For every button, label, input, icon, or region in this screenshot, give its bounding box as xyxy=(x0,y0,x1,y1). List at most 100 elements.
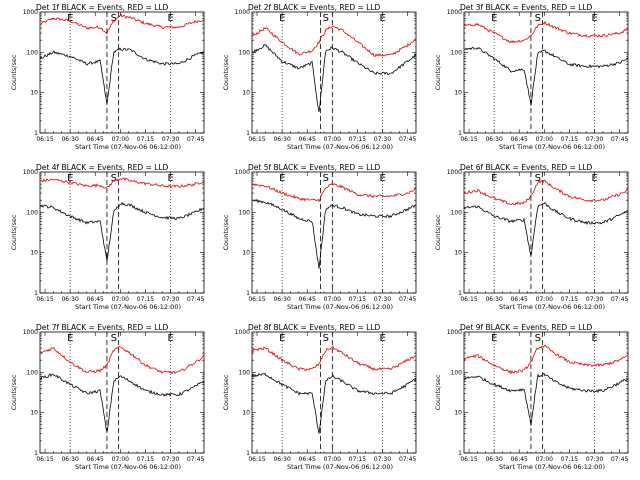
x-tick-label: 07:15 xyxy=(561,136,578,143)
lld-series-line xyxy=(251,183,417,203)
y-axis-label: Counts/sec xyxy=(434,214,442,250)
events-series-line xyxy=(251,44,417,113)
x-tick-label: 07:00 xyxy=(536,456,553,463)
x-tick-label: 06:30 xyxy=(273,296,290,303)
x-tick-label: 07:45 xyxy=(399,136,416,143)
x-tick-label: 06:15 xyxy=(248,456,265,463)
y-tick-label: 100 xyxy=(27,49,39,56)
saa-marker-label: S xyxy=(535,13,541,24)
x-tick-label: 06:15 xyxy=(36,136,53,143)
y-tick-label: 100 xyxy=(27,369,39,376)
x-tick-label: 06:30 xyxy=(485,136,502,143)
y-tick-label: 1000 xyxy=(447,9,462,16)
plot-frame xyxy=(251,11,417,134)
panel-title: Det 1f BLACK = Events, RED = LLD xyxy=(36,3,169,12)
y-axis-label: Counts/sec xyxy=(434,374,442,410)
x-tick-label: 07:15 xyxy=(349,296,366,303)
x-tick-label: 06:45 xyxy=(87,136,104,143)
events-series-line xyxy=(251,198,417,269)
x-tick-label: 07:30 xyxy=(374,296,391,303)
plot-frame xyxy=(463,331,629,454)
x-tick-label: 07:00 xyxy=(112,136,129,143)
lld-series-line xyxy=(463,20,629,44)
saa-marker-label: S xyxy=(323,173,329,184)
y-axis-label: Counts/sec xyxy=(222,374,230,410)
y-tick-label: 1000 xyxy=(23,169,38,176)
x-tick-label: 06:30 xyxy=(485,456,502,463)
x-axis-label: Start Time (07-Nov-06 06:12:00) xyxy=(499,463,605,471)
x-tick-label: 07:15 xyxy=(137,296,154,303)
panel-det-7: Det 7f BLACK = Events, RED = LLD 1 10 100 10… xyxy=(10,323,204,471)
x-tick-label: 06:45 xyxy=(87,456,104,463)
y-tick-label: 1 xyxy=(246,130,250,137)
events-series-line xyxy=(463,202,629,257)
eclipse-marker-label: E xyxy=(67,13,73,24)
panel-det-1: Det 1f BLACK = Events, RED = LLD 1 10 100 10… xyxy=(10,3,204,151)
y-tick-label: 1000 xyxy=(23,329,38,336)
saa-marker-label: S xyxy=(323,333,329,344)
panel-title: Det 7f BLACK = Events, RED = LLD xyxy=(36,323,169,332)
panel-title: Det 3f BLACK = Events, RED = LLD xyxy=(460,3,593,12)
y-tick-label: 1 xyxy=(34,130,38,137)
saa-marker-label: S xyxy=(535,173,541,184)
x-tick-label: 07:00 xyxy=(112,456,129,463)
panel-title: Det 5f BLACK = Events, RED = LLD xyxy=(248,163,381,172)
panel-title: Det 6f BLACK = Events, RED = LLD xyxy=(460,163,593,172)
x-tick-label: 07:30 xyxy=(586,136,603,143)
x-axis-label: Start Time (07-Nov-06 06:12:00) xyxy=(75,303,181,311)
lld-series-line xyxy=(463,344,629,375)
x-axis-label: Start Time (07-Nov-06 06:12:00) xyxy=(287,303,393,311)
x-tick-label: 06:45 xyxy=(299,296,316,303)
x-tick-label: 07:15 xyxy=(137,136,154,143)
y-axis-label: Counts/sec xyxy=(222,214,230,250)
y-tick-label: 1 xyxy=(246,450,250,457)
eclipse-marker-label: E xyxy=(592,173,598,184)
x-tick-label: 07:30 xyxy=(586,296,603,303)
plot-frame xyxy=(39,171,205,294)
eclipse-marker-label: E xyxy=(592,13,598,24)
x-tick-label: 06:15 xyxy=(248,136,265,143)
saa-marker-label: S xyxy=(111,13,117,24)
x-tick-label: 07:45 xyxy=(187,456,204,463)
y-tick-label: 100 xyxy=(239,209,251,216)
lld-series-line xyxy=(463,179,629,206)
x-tick-label: 06:15 xyxy=(460,456,477,463)
eclipse-marker-label: E xyxy=(279,13,285,24)
events-series-line xyxy=(39,201,205,261)
x-tick-label: 06:30 xyxy=(61,456,78,463)
x-tick-label: 06:15 xyxy=(460,296,477,303)
y-tick-label: 10 xyxy=(454,410,462,417)
lld-series-line xyxy=(39,345,205,375)
x-tick-label: 06:30 xyxy=(273,136,290,143)
saa-marker-label: S xyxy=(111,333,117,344)
x-tick-label: 07:15 xyxy=(137,456,154,463)
y-tick-label: 1000 xyxy=(235,9,250,16)
y-tick-label: 1000 xyxy=(235,169,250,176)
panel-title: Det 2f BLACK = Events, RED = LLD xyxy=(248,3,381,12)
x-tick-label: 06:30 xyxy=(485,296,502,303)
plot-frame xyxy=(39,331,205,454)
saa-marker-label: S xyxy=(535,333,541,344)
x-tick-label: 07:45 xyxy=(611,296,628,303)
x-tick-label: 07:00 xyxy=(324,296,341,303)
panel-det-3: Det 3f BLACK = Events, RED = LLD 1 10 100 10… xyxy=(434,3,628,151)
x-axis-label: Start Time (07-Nov-06 06:12:00) xyxy=(75,463,181,471)
eclipse-marker-label: E xyxy=(67,333,73,344)
y-tick-label: 10 xyxy=(30,90,38,97)
y-tick-label: 100 xyxy=(451,49,463,56)
eclipse-marker-label: E xyxy=(168,333,174,344)
events-series-line xyxy=(463,372,629,426)
y-tick-label: 1 xyxy=(458,130,462,137)
y-tick-label: 100 xyxy=(239,369,251,376)
x-tick-label: 06:30 xyxy=(61,136,78,143)
x-tick-label: 06:45 xyxy=(511,136,528,143)
x-tick-label: 06:45 xyxy=(299,136,316,143)
x-tick-label: 06:15 xyxy=(36,296,53,303)
x-tick-label: 07:45 xyxy=(611,136,628,143)
y-tick-label: 10 xyxy=(454,250,462,257)
x-tick-label: 07:15 xyxy=(349,456,366,463)
x-tick-label: 06:30 xyxy=(273,456,290,463)
y-tick-label: 1 xyxy=(34,290,38,297)
y-axis-label: Counts/sec xyxy=(222,54,230,90)
eclipse-marker-label: E xyxy=(491,13,497,24)
